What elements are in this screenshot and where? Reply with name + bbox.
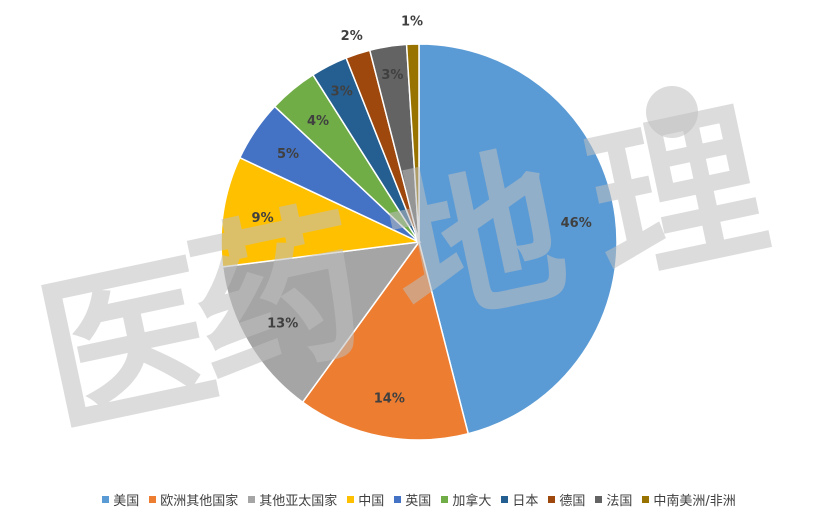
legend-item: 中南美洲/非洲 [642,490,736,509]
legend-swatch [149,495,157,503]
legend-label: 美国 [113,493,140,509]
legend-label: 日本 [512,493,539,509]
data-label: 5% [277,147,299,162]
legend-label: 其他亚太国家 [259,493,338,509]
legend-item: 美国 [102,490,139,509]
legend-item: 日本 [501,490,538,509]
legend-label: 中南美洲/非洲 [653,493,736,509]
legend-item: 法国 [595,490,632,509]
legend-swatch [441,495,449,503]
pie-slice [220,156,422,268]
data-label: 2% [341,29,363,44]
legend: 美国 欧洲其他国家 其他亚太国家 中国 英国 加拿大 日本 德国 法国 中南美洲/非洲 [0,488,838,510]
legend-swatch [642,495,650,503]
pie-slice [418,43,618,435]
data-label: 3% [331,84,353,99]
data-label: 13% [267,317,298,332]
data-label: 14% [374,392,405,407]
legend-item: 德国 [548,490,585,509]
legend-label: 德国 [559,493,586,509]
legend-item: 中国 [347,490,384,509]
pie-slice [221,241,421,404]
legend-swatch [595,495,603,503]
legend-swatch [501,495,509,503]
watermark-char: 医 [24,232,231,461]
data-label: 46% [561,216,592,231]
legend-swatch [347,495,355,503]
data-label: 1% [401,14,423,29]
legend-label: 中国 [358,493,385,509]
legend-swatch [102,495,110,503]
legend-item: 欧洲其他国家 [149,490,238,509]
watermark-char: 地 [374,127,581,356]
legend-label: 法国 [606,493,633,509]
legend-item: 其他亚太国家 [248,490,337,509]
pie-slice [301,240,470,441]
globe-icon [646,86,698,138]
watermark-char: 药 [174,182,381,411]
legend-item: 加拿大 [441,490,491,509]
legend-swatch [548,495,556,503]
legend-swatch [248,495,256,503]
data-label: 9% [252,211,274,226]
data-label: 3% [381,68,403,83]
legend-label: 欧洲其他国家 [160,493,239,509]
pie-slices [220,43,618,441]
data-label: 4% [307,114,329,129]
legend-item: 英国 [394,490,431,509]
pie-slice [405,43,420,243]
data-labels: 46%14%13%9%5%4%3%2%3%1% [252,14,592,406]
legend-label: 加拿大 [452,493,492,509]
legend-swatch [394,495,402,503]
legend-label: 英国 [405,493,432,509]
